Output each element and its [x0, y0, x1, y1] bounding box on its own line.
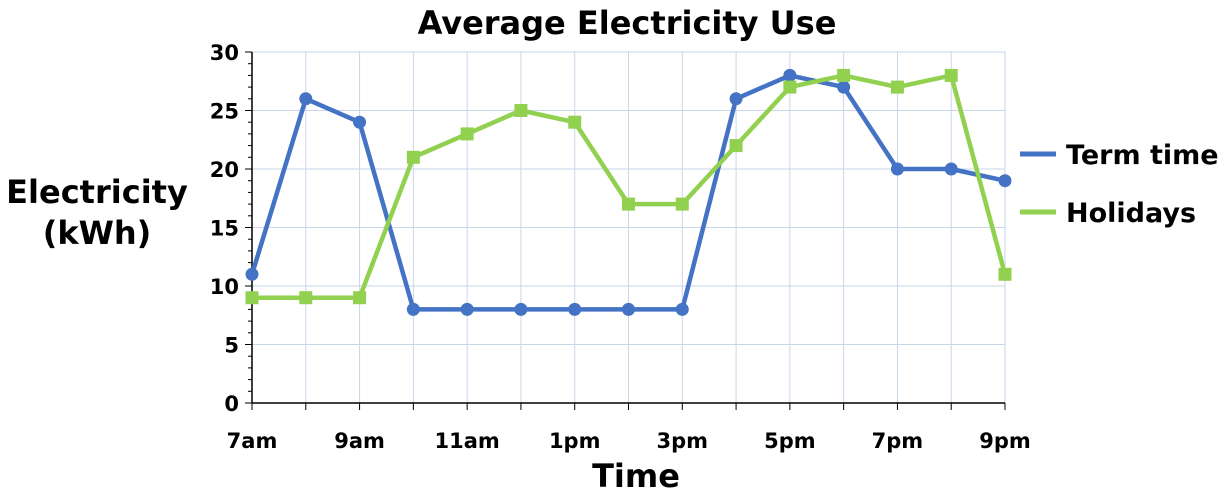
y-axis-title-line-1: Electricity	[6, 173, 188, 211]
x-tick-label: 9am	[334, 429, 385, 453]
data-point-term-time	[568, 302, 582, 316]
data-point-term-time	[675, 302, 689, 316]
data-point-holidays	[245, 291, 259, 305]
data-point-holidays	[944, 68, 958, 82]
data-point-holidays	[729, 139, 743, 153]
y-tick-label: 25	[210, 100, 239, 124]
data-point-holidays	[299, 291, 313, 305]
x-tick-label: 3pm	[657, 429, 709, 453]
x-tick-label: 9pm	[979, 429, 1031, 453]
y-tick-label: 10	[210, 275, 239, 299]
data-point-holidays	[460, 127, 474, 141]
x-tick-label: 1pm	[549, 429, 601, 453]
data-point-holidays	[837, 68, 851, 82]
data-point-holidays	[675, 197, 689, 211]
data-point-term-time	[514, 302, 528, 316]
x-tick-label: 7am	[227, 429, 278, 453]
x-tick-label: 11am	[435, 429, 500, 453]
data-point-holidays	[353, 291, 367, 305]
data-point-term-time	[729, 92, 743, 106]
y-tick-label: 20	[210, 158, 239, 182]
data-point-holidays	[514, 104, 528, 117]
y-tick-labels: 0 5 10 15 20 25 30	[210, 41, 239, 416]
data-point-term-time	[299, 92, 313, 106]
y-axis-title-line-2: (kWh)	[43, 214, 152, 252]
x-tick-labels: 7am 9am 11am 1pm 3pm 5pm 7pm 9pm	[227, 429, 1031, 453]
grid	[252, 51, 1006, 403]
data-point-term-time	[837, 80, 851, 94]
axes	[245, 51, 1006, 410]
series-layer	[245, 68, 1012, 316]
legend-label-holidays: Holidays	[1066, 198, 1196, 229]
data-point-term-time	[890, 162, 904, 176]
chart-title: Average Electricity Use	[418, 4, 837, 42]
data-point-term-time	[245, 267, 259, 281]
data-point-term-time	[998, 174, 1012, 188]
y-tick-label: 30	[210, 41, 239, 65]
data-point-holidays	[890, 80, 904, 94]
data-point-term-time	[406, 302, 420, 316]
data-point-term-time	[460, 302, 474, 316]
data-point-holidays	[406, 150, 420, 164]
x-axis-title: Time	[592, 457, 680, 494]
x-tick-label: 7pm	[872, 429, 924, 453]
y-tick-label: 0	[224, 392, 239, 416]
legend: Term time Holidays	[1020, 140, 1219, 229]
data-point-holidays	[622, 197, 635, 211]
data-point-term-time	[353, 115, 367, 129]
data-point-term-time	[783, 68, 797, 82]
data-point-holidays	[783, 80, 797, 94]
data-point-term-time	[944, 162, 958, 176]
x-tick-label: 5pm	[764, 429, 816, 453]
data-point-holidays	[998, 267, 1012, 281]
data-point-term-time	[622, 302, 635, 316]
y-tick-label: 15	[210, 217, 239, 241]
data-point-holidays	[568, 115, 582, 129]
y-tick-label: 5	[224, 334, 239, 358]
legend-label-term-time: Term time	[1066, 140, 1219, 171]
